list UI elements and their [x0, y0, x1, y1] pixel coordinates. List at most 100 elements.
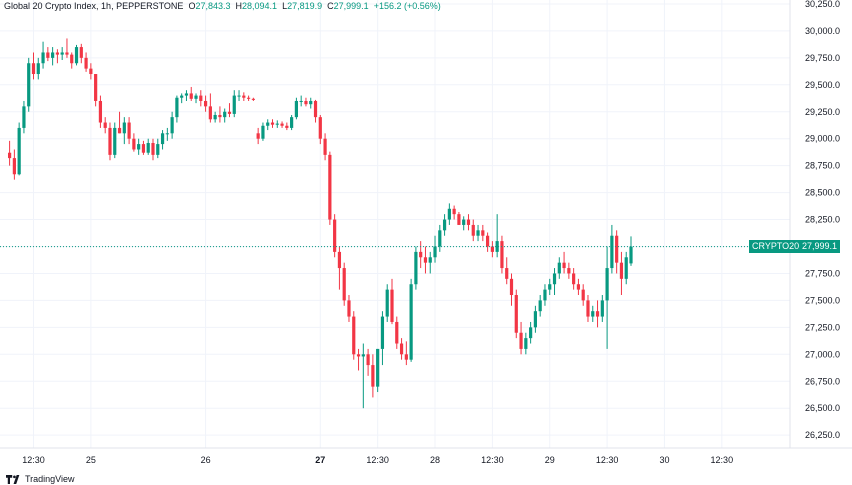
candle-body — [46, 52, 50, 58]
candle — [175, 95, 179, 123]
candle-body — [552, 273, 557, 285]
candle-body — [610, 235, 614, 269]
candle-body — [385, 289, 389, 317]
candle-body — [318, 117, 322, 139]
candle — [328, 151, 332, 225]
candle — [132, 133, 136, 152]
candle — [447, 203, 451, 225]
candle — [333, 214, 337, 258]
candle-body — [304, 100, 308, 105]
candle-body — [94, 74, 98, 101]
candle — [356, 348, 361, 371]
candle — [46, 47, 50, 62]
candle — [524, 332, 528, 355]
candle — [17, 122, 21, 176]
candle-body — [352, 316, 356, 355]
candle-body — [376, 348, 380, 387]
candle-body — [619, 262, 624, 279]
candle — [141, 140, 146, 155]
candle-body — [333, 219, 337, 252]
candle-body — [36, 63, 40, 75]
candle-body — [137, 144, 141, 150]
candle-body — [218, 114, 222, 118]
candle — [586, 295, 590, 322]
candle — [419, 241, 423, 269]
candle — [462, 216, 466, 231]
candle-body — [371, 365, 375, 387]
x-tick-label: 12:30 — [366, 455, 389, 465]
candle — [290, 114, 294, 131]
candle — [500, 235, 504, 274]
candles — [8, 38, 633, 409]
candle-body — [447, 208, 451, 220]
candle — [390, 278, 394, 325]
candle — [79, 43, 83, 64]
candle — [615, 230, 619, 274]
candle — [165, 127, 169, 141]
candle — [251, 97, 255, 101]
candle — [366, 348, 370, 376]
candle — [41, 41, 45, 69]
candle-body — [328, 154, 332, 220]
candle-body — [113, 127, 117, 155]
candle — [529, 321, 533, 344]
tradingview-logo[interactable]: TradingView — [6, 474, 75, 484]
y-tick-label: 28,250.0 — [805, 215, 840, 225]
candle — [51, 47, 55, 66]
candle-body — [462, 219, 466, 225]
candle-body — [31, 63, 36, 75]
legend-high: 28,094.1 — [242, 1, 278, 11]
candle-body — [495, 241, 499, 252]
candle — [194, 93, 198, 104]
candle — [70, 52, 74, 69]
y-tick-label: 30,250.0 — [805, 0, 840, 9]
candle — [509, 273, 514, 306]
candle — [223, 108, 227, 123]
candle — [237, 90, 241, 101]
y-tick-label: 27,500.0 — [805, 295, 840, 305]
candle-body — [180, 95, 184, 98]
candle — [55, 49, 59, 64]
candle — [619, 251, 624, 296]
candle — [31, 52, 36, 80]
price-axis[interactable]: 26,250.0 26,500.0 26,750.0 27,000.0 27,250.0… — [805, 0, 840, 440]
chart-grid — [0, 0, 852, 449]
candle — [543, 284, 547, 306]
candle — [270, 119, 275, 128]
chart-legend: Global 20 Crypto Index, 1h, PEPPERSTONE … — [4, 0, 441, 12]
candle-body — [586, 300, 590, 317]
candle-body — [242, 95, 246, 98]
candle-body — [247, 97, 251, 99]
candle-body — [423, 257, 428, 263]
candle-body — [428, 257, 432, 263]
candle-body — [567, 268, 571, 274]
legend-low-label: L — [282, 1, 288, 11]
candle-body — [347, 300, 351, 317]
candle — [581, 284, 585, 306]
candle — [113, 122, 117, 159]
candle-body — [514, 295, 518, 333]
candle — [399, 338, 404, 360]
candle-body — [390, 289, 394, 322]
candle-body — [572, 273, 576, 285]
candle-body — [438, 230, 442, 247]
time-axis[interactable]: 12:30 25 26 27 12:30 28 12:30 29 12:30 30 12:30 — [22, 455, 733, 465]
candle — [60, 47, 64, 61]
candle — [376, 348, 380, 393]
candle-body — [213, 114, 217, 120]
candle — [552, 268, 557, 296]
x-tick-label: 12:30 — [596, 455, 619, 465]
candle-body — [399, 343, 404, 355]
candle-body — [309, 100, 313, 105]
candle-body — [600, 300, 604, 317]
candle — [36, 57, 40, 80]
candle-body — [132, 138, 136, 150]
candle — [457, 212, 461, 225]
candle — [466, 214, 471, 231]
candle-body — [103, 122, 107, 128]
candle — [438, 224, 442, 252]
candle — [156, 138, 160, 159]
legend-close: 27,999.1 — [333, 1, 369, 11]
candle-body — [299, 100, 303, 102]
